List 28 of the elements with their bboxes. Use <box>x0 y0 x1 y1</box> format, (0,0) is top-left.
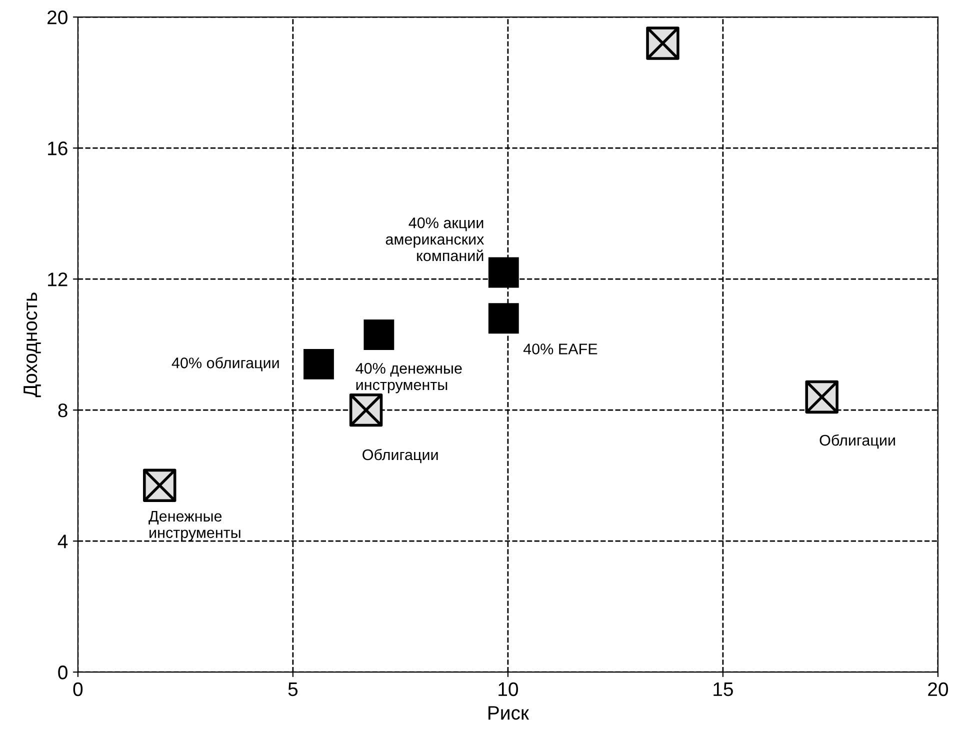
y-tick-label: 20 <box>48 10 68 24</box>
annotation: 40% EAFE <box>523 344 598 354</box>
x-axis-title: Риск <box>488 706 530 720</box>
y-tick-label: 4 <box>58 534 68 548</box>
annotation: 40% облигации <box>172 356 279 372</box>
annotation: 40% денежные инструменты <box>356 362 462 394</box>
point <box>304 349 334 380</box>
x-tick-label: 20 <box>928 682 948 696</box>
annotation: Денежные инструменты <box>148 510 240 542</box>
y-axis-title: Доходность <box>24 292 41 398</box>
y-tick-label: 12 <box>48 272 68 286</box>
point <box>805 380 838 414</box>
annotation: Облигации <box>362 448 438 464</box>
point <box>364 320 394 350</box>
x-tick-label: 0 <box>73 682 83 696</box>
x-tick-label: 15 <box>714 682 733 696</box>
point <box>646 26 680 60</box>
annotation: Облигации <box>820 434 895 449</box>
point <box>488 303 519 334</box>
y-tick-label: 0 <box>58 666 68 680</box>
annotation: 40% акции американских компаний <box>386 217 484 262</box>
point <box>349 393 383 427</box>
x-tick-label: 10 <box>498 682 518 696</box>
y-tick-label: 16 <box>48 142 68 156</box>
point <box>488 257 519 288</box>
x-tick-label: 5 <box>288 682 298 696</box>
point <box>143 468 176 502</box>
y-tick-label: 8 <box>58 404 68 418</box>
